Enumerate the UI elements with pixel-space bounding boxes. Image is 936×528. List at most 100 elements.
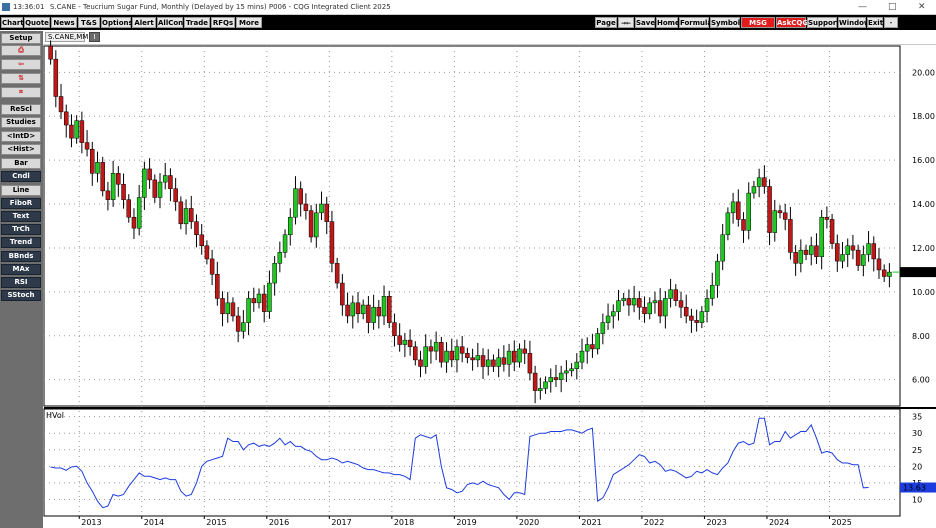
candle-down [590, 344, 595, 350]
sidebar-hist-button[interactable]: <Hist> [1, 144, 41, 155]
toolbar-window-button[interactable]: Window [838, 17, 871, 28]
candle-down [407, 339, 413, 347]
candle-down [777, 210, 783, 214]
candle-down [100, 162, 105, 192]
candle-up [663, 298, 668, 317]
year-tick-label: 2016 [269, 518, 289, 527]
candle-down [194, 221, 199, 236]
candle-up [647, 302, 652, 315]
toolbar-quote-button[interactable]: Quote [24, 17, 50, 28]
candle-down [767, 186, 772, 233]
candle-down [803, 249, 809, 255]
hvol-tick-label: 10 [912, 495, 922, 504]
hvol-tick-label: 30 [912, 429, 922, 438]
candle-up [548, 377, 554, 383]
sidebar-studies-button[interactable]: Studies [1, 117, 41, 128]
sidebar-trch-button[interactable]: TrCh [1, 224, 41, 235]
toolbar-home-button[interactable]: Home [656, 17, 680, 28]
candle-down [105, 190, 111, 200]
symbol-tab[interactable]: S.CANE,MM [45, 32, 88, 42]
toolbar-exit-button[interactable]: Exit [867, 17, 884, 28]
candle-down [152, 179, 158, 198]
candle-down [657, 300, 663, 317]
candle-up [241, 322, 246, 332]
sidebar-fibor-button[interactable]: FiboR [1, 198, 41, 209]
candle-up [95, 162, 100, 174]
sidebar-max-button[interactable]: MAx [1, 264, 41, 275]
toolbar-rfqs-button[interactable]: RFQs [211, 17, 235, 28]
candle-down [824, 216, 830, 220]
toolbar-alert-button[interactable]: Alert [132, 17, 156, 28]
year-tick-label: 2024 [769, 518, 789, 527]
maximize-icon[interactable]: □ [888, 2, 897, 12]
sidebar-bar-button[interactable]: Bar [1, 158, 41, 169]
candle-down [491, 359, 496, 367]
sidebar-sstoch-button[interactable]: SStoch [1, 290, 41, 301]
candle-up [746, 192, 751, 231]
toolbar-grip-button[interactable]: ∙ [884, 17, 898, 28]
candle-down [683, 306, 689, 317]
price-panel [43, 45, 901, 407]
candle-down [63, 111, 69, 126]
candle-up [668, 289, 673, 299]
candle-down [355, 302, 361, 315]
toolbar-askcqg-button[interactable]: AskCQG [776, 17, 809, 28]
candle-up [543, 381, 548, 389]
sidebar-trend-button[interactable]: Trend [1, 237, 41, 248]
symbol-info-button[interactable]: I [89, 32, 100, 42]
candle-down [235, 315, 241, 332]
sidebar-bbnds-button[interactable]: BBnds [1, 251, 41, 262]
toolbar-save-button[interactable]: Save [635, 17, 656, 28]
toolbar-chart-button[interactable]: Chart [1, 17, 24, 28]
sidebar-cndl-button[interactable]: Cndl [1, 171, 41, 182]
hvol-last-label: 13.63 [903, 484, 926, 493]
grid-icon[interactable]: ⌗ [1, 87, 41, 98]
printer-icon[interactable]: ⎙ [1, 45, 41, 56]
candle-down [480, 355, 486, 367]
candle-down [553, 377, 559, 380]
candle-down [465, 353, 470, 358]
close-icon[interactable]: ✕ [918, 2, 926, 12]
candle-up [136, 197, 142, 229]
candle-up [798, 249, 804, 264]
candle-up [579, 350, 585, 363]
toolbar-more-button[interactable]: More [236, 17, 262, 28]
toolbar-formula-button[interactable]: Formula [679, 17, 713, 28]
candle-down [522, 348, 527, 354]
candle-up [595, 333, 600, 350]
sidebar-rsi-button[interactable]: RSI [1, 277, 41, 288]
candle-down [501, 357, 507, 365]
sidebar-intd-button[interactable]: <IntD> [1, 131, 41, 142]
candle-up [538, 388, 543, 391]
candle-up [584, 344, 590, 352]
minimize-icon[interactable]: — [858, 2, 867, 12]
toolbar-support-button[interactable]: Support [807, 17, 840, 28]
arrows-vertical-icon[interactable]: ⇅ [1, 73, 41, 84]
candle-down [220, 298, 225, 315]
candle-up [288, 216, 293, 236]
candle-down [418, 359, 423, 367]
candle-up [605, 315, 611, 323]
candle-down [855, 249, 861, 266]
toolbar-symbols-button[interactable]: Symbols [710, 17, 745, 28]
toolbar-arrows-button[interactable]: →← [618, 17, 634, 28]
toolbar-allcon-button[interactable]: AllCon [157, 17, 184, 28]
candle-down [48, 45, 53, 60]
exit-icon[interactable]: ⇦ [1, 59, 41, 70]
candle-up [360, 304, 366, 315]
candle-up [704, 298, 710, 312]
app-icon [2, 3, 10, 11]
toolbar-options-button[interactable]: Options [101, 17, 133, 28]
sidebar-setup-button[interactable]: Setup [1, 33, 41, 44]
sidebar-rescl-button[interactable]: ReScl [1, 104, 41, 115]
toolbar-page-button[interactable]: Page [595, 17, 617, 28]
toolbar-trade-button[interactable]: Trade [184, 17, 210, 28]
candle-up [699, 311, 705, 323]
candle-up [574, 361, 580, 369]
toolbar-news-button[interactable]: News [51, 17, 77, 28]
sidebar-text-button[interactable]: Text [1, 211, 41, 222]
toolbar-t-s-button[interactable]: T&S [78, 17, 100, 28]
sidebar-line-button[interactable]: Line [1, 185, 41, 196]
candle-down [413, 346, 418, 361]
